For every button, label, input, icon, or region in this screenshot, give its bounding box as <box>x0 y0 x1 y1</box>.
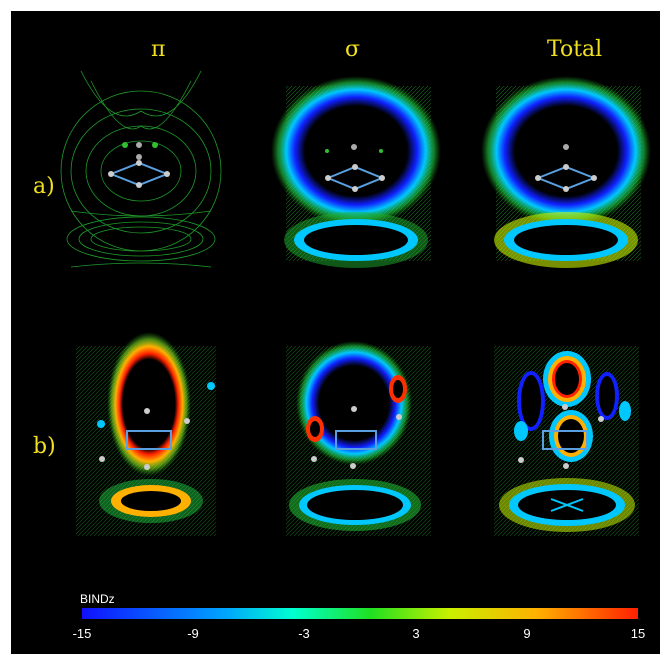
colorbar-title: BINDz <box>80 592 115 606</box>
column-label-sigma: σ <box>345 37 361 62</box>
colorbar-tick: 15 <box>630 626 646 641</box>
map-a-sigma <box>271 76 441 268</box>
row-label-a: a) <box>33 174 55 199</box>
row-label-b: b) <box>33 434 56 459</box>
map-b-sigma <box>286 341 431 536</box>
map-a-total <box>481 76 651 268</box>
map-b-pi <box>76 332 216 536</box>
contour-maps <box>60 70 651 536</box>
figure-panel: π σ Total a) b) <box>11 11 660 654</box>
colorbar-tick: -9 <box>187 626 199 641</box>
map-a-pi <box>60 70 222 268</box>
colorbar-tick: -15 <box>72 626 92 641</box>
colorbar-tick: -3 <box>298 626 310 641</box>
map-b-total <box>494 346 639 536</box>
colorbar-tick: 9 <box>523 626 531 641</box>
column-label-pi: π <box>151 37 166 62</box>
colorbar-tick: 3 <box>412 626 420 641</box>
colorbar <box>82 608 638 619</box>
column-label-total: Total <box>547 37 603 62</box>
